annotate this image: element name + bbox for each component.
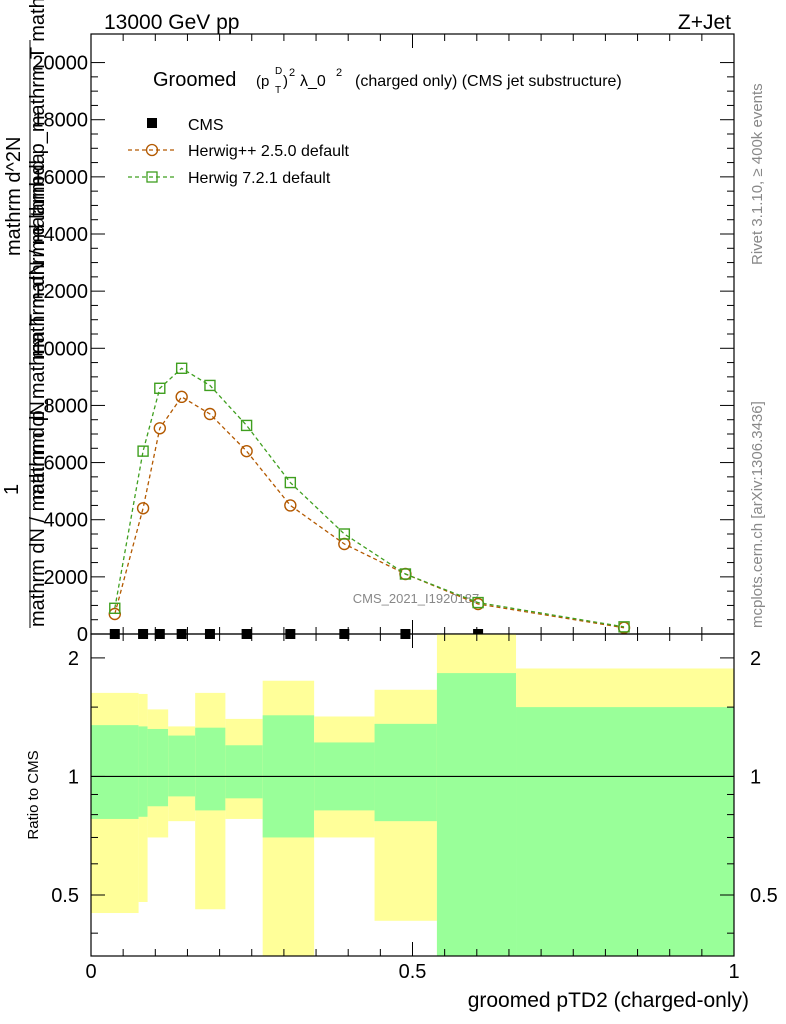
herwig7-point [240, 419, 253, 432]
xaxis-label: groomed pTD2 (charged-only) [468, 989, 749, 1012]
legend-herwigpp-marker [145, 143, 159, 157]
ratio-bands [91, 634, 734, 956]
ratio-band-inner [195, 727, 226, 811]
ratio-ytick-label: 0.5 [51, 885, 79, 907]
main-ytick-label: 10000 [32, 338, 88, 360]
header-right: Z+Jet [678, 11, 731, 34]
herwig7-line [114, 367, 625, 628]
herwig7-point [175, 362, 188, 374]
title-sup-2b: 2 [336, 67, 342, 79]
herwig7-point [137, 445, 149, 457]
main-xaxis-ticks [90, 34, 735, 634]
ratio-band-inner [225, 745, 263, 799]
title-close: ) [283, 73, 288, 90]
legend-cms-label: CMS [188, 117, 224, 134]
main-ytick-label: 20000 [32, 53, 88, 75]
ylabel-numerator: mathrm dN / mathrm d p_mathrm T mathrm d… [27, 152, 49, 627]
main-ytick-label: 12000 [32, 281, 88, 303]
main-yaxis: 0 2000 4000 6000 8000 10000 12000 14000 16000 180… [32, 53, 734, 646]
ratio-band-inner [516, 707, 734, 956]
ratio-band-inner [138, 726, 148, 817]
herwig7-point [338, 528, 351, 540]
main-ytick-label: 6000 [44, 453, 89, 475]
title-sub-t: T [275, 85, 281, 96]
herwig7-point [618, 621, 630, 633]
main-ytick-label: 18000 [32, 110, 88, 132]
plot-title: Groomed (p D T ) 2 λ_0 2 (charged only) … [153, 66, 622, 96]
ratio-ytick-label-right: 1 [750, 766, 761, 788]
ratio-ytick-label: 1 [68, 766, 79, 788]
herwigpp-point [153, 422, 167, 435]
main-ytick-label: 4000 [44, 510, 89, 532]
xtick-label: 0.5 [399, 961, 427, 983]
main-ytick-label: 14000 [32, 224, 88, 246]
herwigpp-point [136, 502, 150, 515]
herwig7-point [472, 596, 484, 609]
herwig7-point [284, 476, 297, 489]
ylabel-one: 1 [1, 484, 23, 495]
ratio-band-inner [91, 725, 139, 819]
title-sup-2: 2 [289, 67, 295, 79]
ylabel-frac-den: mathrm dN / mathrm d p_mathrm T mathrm d… [27, 0, 49, 360]
legend-herwig7-marker [146, 171, 158, 183]
ratio-xaxis: 0 0.5 1 [85, 634, 740, 983]
title-main: Groomed [153, 69, 236, 91]
ratio-band-inner [374, 723, 437, 822]
ratio-band-inner [436, 673, 517, 956]
herwigpp-point [108, 607, 121, 621]
herwig7-point [154, 382, 166, 394]
herwigpp-point [203, 407, 217, 421]
ratio-band-inner [168, 735, 196, 797]
title-rest: (charged only) (CMS jet substructure) [355, 73, 622, 90]
herwigpp-line [114, 395, 625, 629]
ratio-yaxis: 0.5 0.5 1 1 2 2 [51, 648, 778, 934]
ratio-ytick-label: 2 [68, 648, 79, 670]
legend-herwig7-label: Herwig 7.2.1 default [188, 170, 331, 187]
main-ytick-label: 0 [77, 624, 88, 646]
rivet-label: Rivet 3.1.10, ≥ 400k events [749, 83, 766, 265]
title-lambda: λ_0 [300, 73, 326, 90]
ratio-ytick-label-right: 2 [750, 648, 761, 670]
ylabel-top: mathrm d^2N [3, 137, 25, 256]
xtick-label: 1 [728, 961, 739, 983]
legend-cms-marker [147, 118, 157, 128]
title-p: (p [256, 73, 269, 90]
herwigpp-point [240, 444, 253, 458]
ratio-plot: 0.5 0.51 12 2 0 0.5 1 Ratio to CMS groomed pT… [25, 633, 778, 1012]
herwig7-point [109, 602, 121, 614]
herwig7-point [399, 568, 412, 580]
ratio-ytick-label-right: 0.5 [750, 885, 778, 907]
ratio-ylabel: Ratio to CMS [25, 750, 42, 839]
main-plot: 0 2000 4000 6000 8000 10000 12000 14000 16000 180… [32, 33, 735, 646]
herwig7-point [204, 379, 216, 392]
analysis-watermark: CMS_2021_I1920187 [353, 591, 480, 606]
main-ytick-label: 8000 [44, 395, 89, 417]
main-ytick-label: 2000 [44, 567, 89, 589]
mcplots-label: mcplots.cern.ch [arXiv:1306.3436] [749, 401, 766, 628]
main-ylabel: 1 mathrm dN / mathrm d p_mathrm T mathrm… [1, 0, 49, 628]
header-left: 13000 GeV pp [104, 11, 239, 34]
herwigpp-point [284, 499, 297, 512]
ratio-band-inner [147, 728, 169, 807]
ylabel-frac-num: mathrm dN [27, 401, 49, 500]
title-sup-d: D [275, 66, 282, 77]
herwigpp-point [175, 390, 188, 404]
xtick-label: 0 [85, 961, 96, 983]
legend-herwigpp-label: Herwig++ 2.5.0 default [188, 143, 350, 160]
main-ytick-label: 16000 [32, 167, 88, 189]
legend: CMS Herwig++ 2.5.0 default Herwig 7.2.1 … [128, 117, 350, 187]
